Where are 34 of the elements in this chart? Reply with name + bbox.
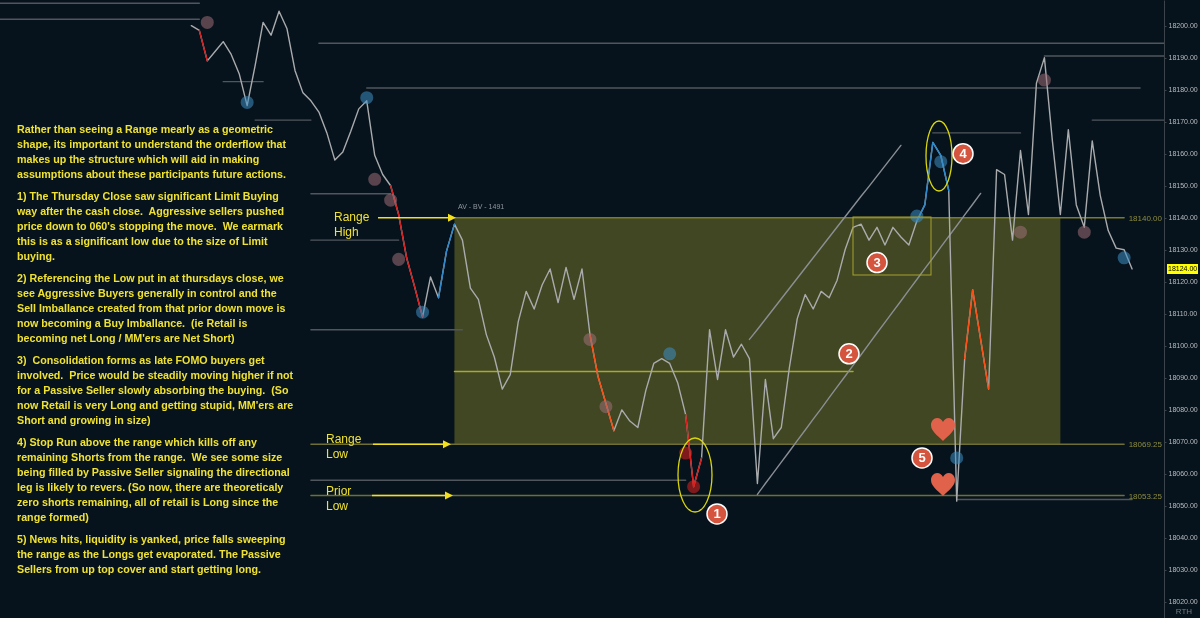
point xyxy=(583,332,597,346)
annotation: 18069.25 xyxy=(1128,440,1163,450)
point xyxy=(240,95,254,109)
annotation: Range High xyxy=(334,209,371,240)
annotation: 2 xyxy=(845,346,853,362)
line-series xyxy=(756,192,982,496)
point xyxy=(950,451,964,465)
point xyxy=(687,480,701,494)
point xyxy=(1077,225,1091,239)
annotation: 4) Stop Run above the range which kills off any remaining Shorts from the range. We see some size being filled by Passive Seller signaling the directional leg is likely to revers. (So now, there are theoreticaly zero shorts remaining, all of retail is Long since the range formed) xyxy=(17,435,291,525)
annotation: 1) The Thursday Close saw significant Limit Buying way after the cash close. Aggressive sellers pushed price down to 060's stopping the move. We earmark this is as a significant low due to the size of Limit buying. xyxy=(17,189,285,264)
point xyxy=(1037,73,1051,87)
annotation: 3) Consolidation forms as late FOMO buyers get involved. Price would be steadily moving higher if not for a Passive Seller slowly absorbing the buying. (So now Retail is very Long and getting stupid, MM'ers are Short and growing in size) xyxy=(17,353,295,428)
annotation: 4 xyxy=(959,146,968,162)
annotation: Range Low xyxy=(326,432,363,463)
point xyxy=(663,347,677,361)
text: RTH xyxy=(1175,607,1193,616)
point xyxy=(200,15,214,29)
point xyxy=(1117,251,1131,265)
annotation: Rather than seeing a Range mearly as a geometric shape, its important to understand the orderflow that makes up the structure which will aid in making assumptions about these participants future actions. xyxy=(17,122,287,182)
annotation: 2) Referencing the Low put in at thursdays close, we see Aggressive Buyers generally in control and the Sell Imballance created from that prior down move is now becoming a Buy Imballance. (ie Retail is becoming net Long / MM'ers are Net Short) xyxy=(17,271,287,346)
annotation: 5 xyxy=(918,450,926,466)
line-series xyxy=(748,144,902,341)
annotation: Prior Low xyxy=(326,483,353,514)
annotation: 5) News hits, liquidity is yanked, price falls sweeping the range as the Longs get evaporated. The Passive Sellers from up top cover and start getting long. xyxy=(17,532,287,577)
point xyxy=(368,172,382,186)
annotation: 18053.25 xyxy=(1128,491,1163,501)
annotation: 1 xyxy=(713,506,721,522)
annotation: 18140.00 xyxy=(1128,213,1163,223)
point xyxy=(934,155,948,169)
point xyxy=(1013,225,1028,239)
point xyxy=(599,400,613,414)
annotation: 3 xyxy=(873,255,881,271)
point xyxy=(360,91,374,105)
